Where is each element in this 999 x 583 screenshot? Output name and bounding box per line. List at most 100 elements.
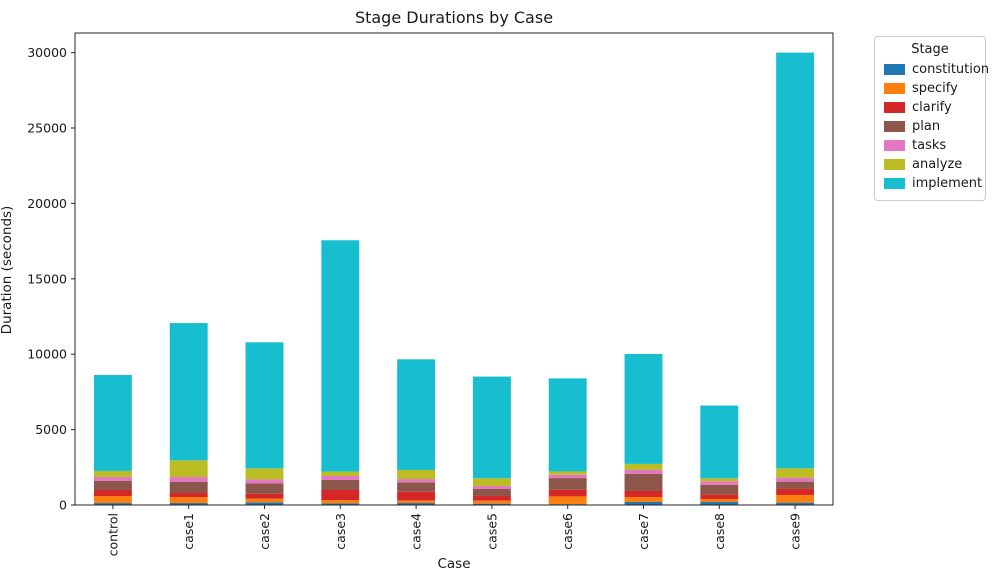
bar-segment-tasks-case4 — [397, 479, 436, 483]
legend-entry-label: specify — [912, 81, 958, 96]
legend-entry-label: plan — [912, 119, 941, 134]
bar-segment-implement-control — [93, 375, 132, 471]
bar-segment-constitution-case4 — [397, 503, 436, 505]
bar-segment-plan-case4 — [397, 482, 436, 492]
bar-segment-specify-case3 — [321, 500, 360, 504]
bar-segment-specify-case4 — [397, 500, 436, 504]
legend-entry-analyze: analyze — [884, 155, 976, 174]
axes-spines — [74, 32, 834, 506]
x-tick-label: case2 — [257, 513, 272, 550]
bar-segment-clarify-case6 — [548, 489, 587, 497]
bar-segment-implement-case1 — [169, 323, 208, 461]
bar-segment-implement-case8 — [700, 405, 739, 479]
bar-segment-plan-control — [93, 480, 132, 490]
bar-segment-plan-case6 — [548, 478, 587, 490]
bar-segment-constitution-case2 — [245, 502, 284, 505]
legend-swatch-icon — [884, 121, 905, 132]
bar-segment-implement-case5 — [472, 376, 511, 479]
x-tick-label: case1 — [181, 513, 196, 550]
legend: Stage constitution specify clarify plan task… — [874, 36, 989, 201]
x-tick-label: case8 — [712, 513, 727, 550]
legend-entry-label: implement — [912, 176, 983, 191]
bar-segment-implement-case3 — [321, 240, 360, 472]
bar-segment-clarify-case7 — [624, 490, 663, 498]
legend-entry-constitution: constitution — [884, 60, 989, 79]
bar-segment-specify-case8 — [700, 498, 739, 502]
bar-segment-specify-case7 — [624, 497, 663, 502]
bar-segment-tasks-control — [93, 476, 132, 481]
y-tick-label: 25000 — [27, 121, 67, 136]
bar-segment-analyze-case7 — [624, 463, 663, 470]
y-tick-label: 5000 — [35, 422, 67, 437]
x-tick-label: case6 — [560, 513, 575, 550]
bar-segment-analyze-case1 — [169, 460, 208, 478]
bar-segment-plan-case8 — [700, 484, 739, 495]
x-tick-label: case9 — [788, 513, 803, 550]
bar-segment-clarify-case1 — [169, 493, 208, 498]
bar-segment-specify-case6 — [548, 496, 587, 505]
bar-segment-constitution-case3 — [321, 503, 360, 505]
bar-segment-tasks-case9 — [776, 477, 815, 482]
x-tick-label: case3 — [333, 513, 348, 550]
bar-segment-constitution-case5 — [472, 503, 511, 505]
bar-segment-clarify-case5 — [472, 495, 511, 501]
bar-segment-analyze-case9 — [776, 468, 815, 478]
legend-swatch-icon — [884, 64, 905, 75]
legend-entry-specify: specify — [884, 79, 976, 98]
bar-segment-clarify-case3 — [321, 489, 360, 501]
bar-segment-specify-case9 — [776, 494, 815, 503]
legend-entry-label: analyze — [912, 157, 963, 172]
bar-segment-analyze-case5 — [472, 478, 511, 486]
bar-segment-specify-control — [93, 496, 132, 504]
legend-entry-label: constitution — [912, 62, 990, 77]
y-tick-label: 15000 — [27, 271, 67, 286]
bar-segment-specify-case5 — [472, 500, 511, 504]
legend-swatch-icon — [884, 102, 905, 113]
bar-segment-tasks-case8 — [700, 481, 739, 485]
bar-segment-tasks-case3 — [321, 475, 360, 480]
bar-segment-implement-case4 — [397, 359, 436, 471]
bar-segment-clarify-control — [93, 489, 132, 497]
legend-swatch-icon — [884, 178, 905, 189]
bar-segment-implement-case2 — [245, 342, 284, 469]
bar-segment-clarify-case8 — [700, 494, 739, 499]
bar-segment-analyze-case4 — [397, 470, 436, 480]
bar-segment-constitution-case7 — [624, 501, 663, 505]
bar-segment-plan-case3 — [321, 479, 360, 490]
bar-segment-plan-case2 — [245, 483, 284, 494]
bar-segment-constitution-case9 — [776, 502, 815, 505]
bar-segment-clarify-case4 — [397, 491, 436, 501]
bar-segment-plan-case9 — [776, 481, 815, 489]
bar-segment-tasks-case7 — [624, 469, 663, 474]
bar-segment-analyze-control — [93, 470, 132, 477]
legend-entry-plan: plan — [884, 117, 976, 136]
y-tick-label: 30000 — [27, 45, 67, 60]
legend-swatch-icon — [884, 159, 905, 170]
bar-segment-specify-case2 — [245, 498, 284, 503]
bar-segment-tasks-case1 — [169, 477, 208, 483]
bar-segment-implement-case7 — [624, 353, 663, 464]
legend-entry-label: clarify — [912, 100, 952, 115]
legend-entries: constitution specify clarify plan tasks analy… — [884, 60, 989, 193]
bar-segment-analyze-case2 — [245, 468, 284, 480]
bar-segment-analyze-case3 — [321, 471, 360, 476]
bar-segment-implement-case6 — [548, 378, 587, 472]
x-tick-label: case7 — [636, 513, 651, 550]
x-tick-label: case4 — [409, 513, 424, 550]
chart-title: Stage Durations by Case — [354, 8, 554, 27]
x-tick-label: control — [105, 513, 120, 556]
legend-title: Stage — [911, 42, 949, 57]
legend-swatch-icon — [884, 140, 905, 151]
x-axis-label: Case — [437, 556, 471, 572]
bar-segment-plan-case5 — [472, 488, 511, 496]
bar-segment-plan-case1 — [169, 482, 208, 494]
bar-segment-analyze-case6 — [548, 471, 587, 475]
bar-segment-constitution-case1 — [169, 503, 208, 505]
bar-segment-constitution-case8 — [700, 501, 739, 505]
legend-entry-label: tasks — [912, 138, 947, 153]
bar-segment-clarify-case9 — [776, 488, 815, 495]
bar-segment-clarify-case2 — [245, 493, 284, 499]
bar-segment-implement-case9 — [776, 52, 815, 469]
bar-segment-tasks-case6 — [548, 474, 587, 479]
bar-segment-plan-case7 — [624, 473, 663, 491]
